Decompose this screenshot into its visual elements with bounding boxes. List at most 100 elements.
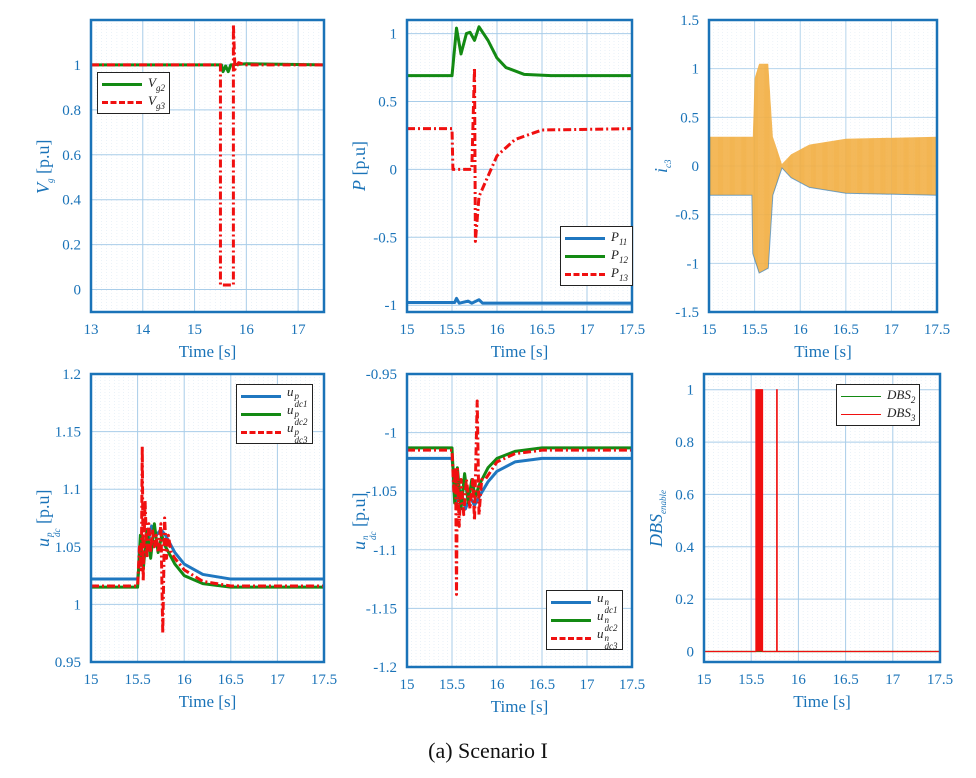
subplot-2: 15 15.5 16 16.5 17 17.5 -1 -0.5 0 0.5 1 [373,18,645,338]
y-axis-label: ic3 [651,159,673,173]
y-tick-label: 0.5 [680,110,699,126]
x-axis-label: Time [s] [178,692,237,711]
subplot-5: 15 15.5 16 16.5 17 17.5 -1.2 -1.15 -1.1 -1.05 -1 -0… [366,367,645,693]
y-tick-label: 0.8 [675,435,694,451]
current-envelope-edge [709,166,937,274]
legend-item: u p dc1 [241,384,308,409]
x-tick-label: 17 [291,322,307,338]
y-tick-label: 1.15 [55,425,81,441]
x-tick-label: 17 [580,322,596,338]
x-tick-label: 15.5 [738,672,764,688]
legend-item: P12 [565,247,628,265]
legend-swatch [551,636,591,640]
x-tick-label: 16.5 [832,672,858,688]
series-line-udc1 [91,524,324,581]
y-tick-label: 1 [74,58,82,74]
legend-swatch [102,82,142,86]
axes-frame [89,18,326,314]
y-tick-label: 1.1 [62,482,81,498]
x-tick-label: 16 [793,322,809,338]
x-tick-label: 16.5 [529,677,555,693]
plot-area [709,20,937,312]
legend-item: Vg3 [102,93,165,111]
y-tick-label: 0.4 [62,193,81,209]
legend-item: u n dc1 [551,590,618,615]
x-tick-label: 16.5 [529,322,555,338]
y-tick-label: 0 [390,162,398,178]
y-tick-label: -0.95 [366,367,397,383]
legend-item: u n dc3 [551,626,618,651]
x-tick-label: 17.5 [311,672,337,688]
x-axis-label: Time [s] [793,692,851,711]
y-tick-label: 0 [692,159,700,175]
legend-swatch [241,394,281,398]
x-tick-label: 16.5 [218,672,244,688]
x-tick-label: 15 [84,672,99,688]
legend-swatch [841,395,881,397]
legend: u p dc1 u p dc2 u p dc3 [236,384,313,445]
y-tick-label: 1.5 [680,13,699,29]
x-axis-label: Time [s] [794,342,852,361]
y-tick-label: -0.5 [675,208,699,224]
x-tick-label: 17.5 [927,672,953,688]
y-tick-label: 1 [687,383,695,399]
legend-item: P11 [565,229,628,247]
x-tick-label: 17 [270,672,286,688]
y-tick-label: 0 [74,283,82,299]
y-tick-label: 1.2 [62,367,81,383]
legend: DBS2 DBS3 [836,384,921,426]
y-tick-label: -1 [687,256,700,272]
legend: u n dc1 u n dc2 u n dc3 [546,590,623,651]
y-tick-label: 1 [74,597,82,613]
x-tick-label: 14 [135,322,151,338]
x-tick-label: 17 [884,322,900,338]
x-tick-label: 16 [177,672,193,688]
series-line-udc1 [407,456,632,511]
y-tick-label: 0.6 [675,487,694,503]
x-tick-label: 17 [580,677,596,693]
x-tick-label: 16 [490,677,506,693]
x-tick-label: 17.5 [619,322,645,338]
y-tick-label: -1.1 [373,543,397,559]
y-tick-label: 1 [692,62,700,78]
series-line-udc3 [91,445,324,635]
y-tick-label: 0.8 [62,103,81,119]
y-axis-label: u p dc [p.u] [33,489,62,548]
axes-frame [405,18,634,314]
legend-item: DBS2 [841,387,915,405]
axes-frame [405,372,634,669]
y-tick-label: 0.2 [675,592,694,608]
legend-item: u p dc2 [241,402,308,427]
x-tick-label: 17.5 [924,322,950,338]
plot-area [91,22,324,287]
y-axis-label: u n dc [p.u] [349,492,378,550]
x-axis-label: Time [s] [490,697,549,716]
y-tick-label: 0.5 [378,94,397,110]
y-tick-label: 0.6 [62,148,81,164]
legend-swatch [551,618,591,622]
x-tick-label: 15 [400,677,415,693]
legend-swatch [241,430,281,434]
current-envelope [709,63,937,274]
x-tick-label: 15.5 [439,322,465,338]
series-line-p11 [407,296,632,305]
series-line-p13 [407,66,632,243]
legend-item: Vg2 [102,75,165,93]
legend: P11 P12 P13 [560,226,633,286]
legend-swatch [565,236,605,240]
axes-frame [702,372,942,664]
y-tick-label: -1 [385,426,398,442]
y-axis-label: P [p.u] [349,141,369,191]
series-line-udc3 [407,399,632,596]
y-tick-label: 0.4 [675,540,694,556]
x-tick-label: 15.5 [124,672,150,688]
y-tick-label: -1.05 [366,484,397,500]
y-tick-label: -1.5 [675,305,699,321]
plot-area [407,399,632,596]
x-axis-label: Time [s] [490,342,549,361]
y-tick-label: -1.2 [373,660,397,676]
y-tick-label: 0.2 [62,238,81,254]
x-tick-label: 15 [702,322,717,338]
x-tick-label: 15 [697,672,712,688]
